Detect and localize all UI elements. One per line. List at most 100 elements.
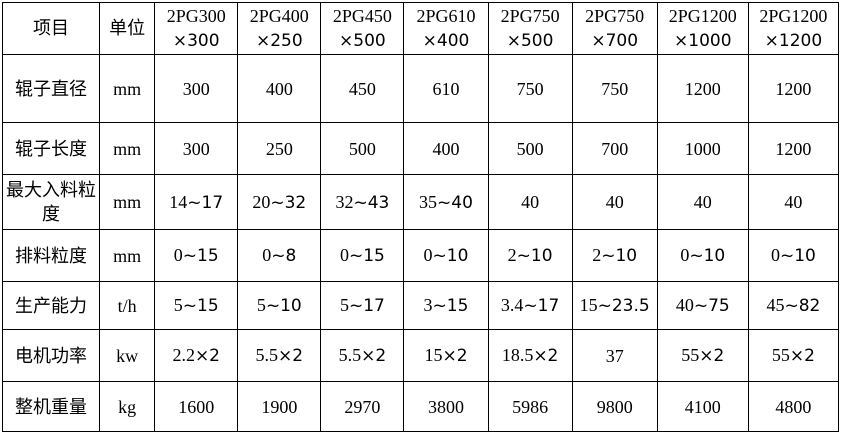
value-cell: 4100 [656,381,749,433]
value-text-segment: 3.4 [500,295,524,316]
value-cell: 1900 [237,381,322,433]
value-cell: 0~15 [320,229,405,283]
value-cell: 5986 [487,381,573,433]
value-text-segment: 5986 [512,396,549,417]
value-text-segment: 0 [423,245,433,266]
value-text-segment: 55 [771,345,790,366]
value-text-segment: ~23.5 [597,296,650,317]
value-text-segment: 1200 [775,138,812,159]
value-text-segment: 55 [681,345,700,366]
value-cell: 5.5×2 [237,329,322,383]
value-text-segment: ~8 [271,246,297,267]
row-label-cell: 整机重量 [1,381,101,433]
value-cell: 610 [403,54,489,124]
value-cell: 0~8 [237,229,322,283]
value-text-segment: 1000 [684,138,721,159]
value-text-segment: ×2 [789,346,815,367]
value-text-segment: ~10 [601,246,638,267]
value-cell: 3.4~17 [487,281,573,331]
value-text-segment: 15 [579,295,598,316]
row-label-cell: 辊子长度 [1,122,101,176]
value-cell: 700 [571,122,658,176]
value-text-segment: 1600 [178,396,215,417]
value-cell: 55×2 [747,329,840,383]
value-text-segment: ×2 [194,346,220,367]
value-cell: 1200 [656,54,749,124]
value-text-segment: 2 [507,245,517,266]
value-text-segment: ~15 [182,296,219,317]
value-cell: 500 [320,122,405,176]
value-text-segment: 700 [601,138,629,159]
value-text-segment: ×400 [422,31,470,52]
value-text-segment: 2PG750 [500,6,560,26]
value-cell: 1200 [747,54,840,124]
value-cell: 20~32 [237,174,322,231]
value-text-segment: ~82 [784,296,821,317]
model-header-cell-0: 2PG300 ×300 [154,1,239,56]
value-text-segment: ~17 [523,296,560,317]
value-cell: 750 [487,54,573,124]
value-text-segment: 300 [182,78,210,99]
model-series-text: 2PG750 [491,4,570,28]
value-text-segment: ~10 [432,246,469,267]
value-text-segment: 2PG300 [166,6,226,26]
table-row: 辊子直径 mm 300 400 450 610 750 750 1200 1200 [1,54,840,124]
value-text-segment: 15 [424,345,443,366]
unit-cell: mm [99,174,156,231]
value-text-segment: 0 [770,245,780,266]
value-cell: 45~82 [747,281,840,331]
value-cell: 1200 [747,122,840,176]
corner-header-cell: 项目 [1,1,101,56]
value-cell: 15×2 [403,329,489,383]
value-text-segment: 2PG750 [585,6,645,26]
model-header-cell-4: 2PG750 ×500 [487,1,573,56]
model-size-text: ×400 [406,28,485,53]
value-text-segment: ×1200 [764,31,823,52]
value-text-segment: ~17 [187,192,224,213]
model-series-text: 2PG450 [323,4,401,28]
value-text-segment: 0 [680,245,690,266]
value-text-segment: 0 [173,245,183,266]
model-header-cell-5: 2PG750 ×700 [571,1,658,56]
value-cell: 0~10 [656,229,749,283]
value-cell: 300 [154,54,239,124]
value-text-segment: 500 [348,138,376,159]
model-header-cell-7: 2PG1200 ×1200 [747,1,840,56]
value-text-segment: 14 [169,191,188,212]
table-row: 生产能力 t/h 5~15 5~10 5~17 3~15 3.4~17 15~23.5 40~7… [1,281,840,331]
value-cell: 2~10 [571,229,658,283]
value-cell: 32~43 [320,174,405,231]
value-text-segment: 5 [173,295,183,316]
value-text-segment: 750 [516,78,544,99]
value-cell: 40 [487,174,573,231]
model-size-text: ×500 [491,28,570,53]
value-cell: 3800 [403,381,489,433]
value-text-segment: ×300 [172,31,220,52]
value-text-segment: 400 [265,78,293,99]
value-cell: 14~17 [154,174,239,231]
value-text-segment: ×500 [506,31,554,52]
value-text-segment: ~10 [265,296,302,317]
value-cell: 9800 [571,381,658,433]
value-text-segment: 0 [339,245,349,266]
value-cell: 2970 [320,381,405,433]
value-cell: 0~10 [747,229,840,283]
value-text-segment: 300 [182,138,210,159]
value-cell: 15~23.5 [571,281,658,331]
value-cell: 1600 [154,381,239,433]
value-text-segment: 32 [335,191,354,212]
model-size-text: ×700 [575,28,655,53]
value-cell: 750 [571,54,658,124]
value-text-segment: ~15 [432,296,469,317]
value-text-segment: 40 [675,295,694,316]
unit-cell: kw [99,329,156,383]
model-size-text: ×500 [323,28,401,53]
value-text-segment: 0 [262,245,272,266]
value-cell: 35~40 [403,174,489,231]
table-row: 整机重量 kg 1600 1900 2970 3800 5986 9800 4100 4800 [1,381,840,433]
unit-cell: kg [99,381,156,433]
value-text-segment: 2PG400 [249,6,309,26]
table-row: 排料粒度 mm 0~15 0~8 0~15 0~10 2~10 2~10 0~10 0~10 [1,229,840,283]
value-text-segment: ~75 [693,296,730,317]
